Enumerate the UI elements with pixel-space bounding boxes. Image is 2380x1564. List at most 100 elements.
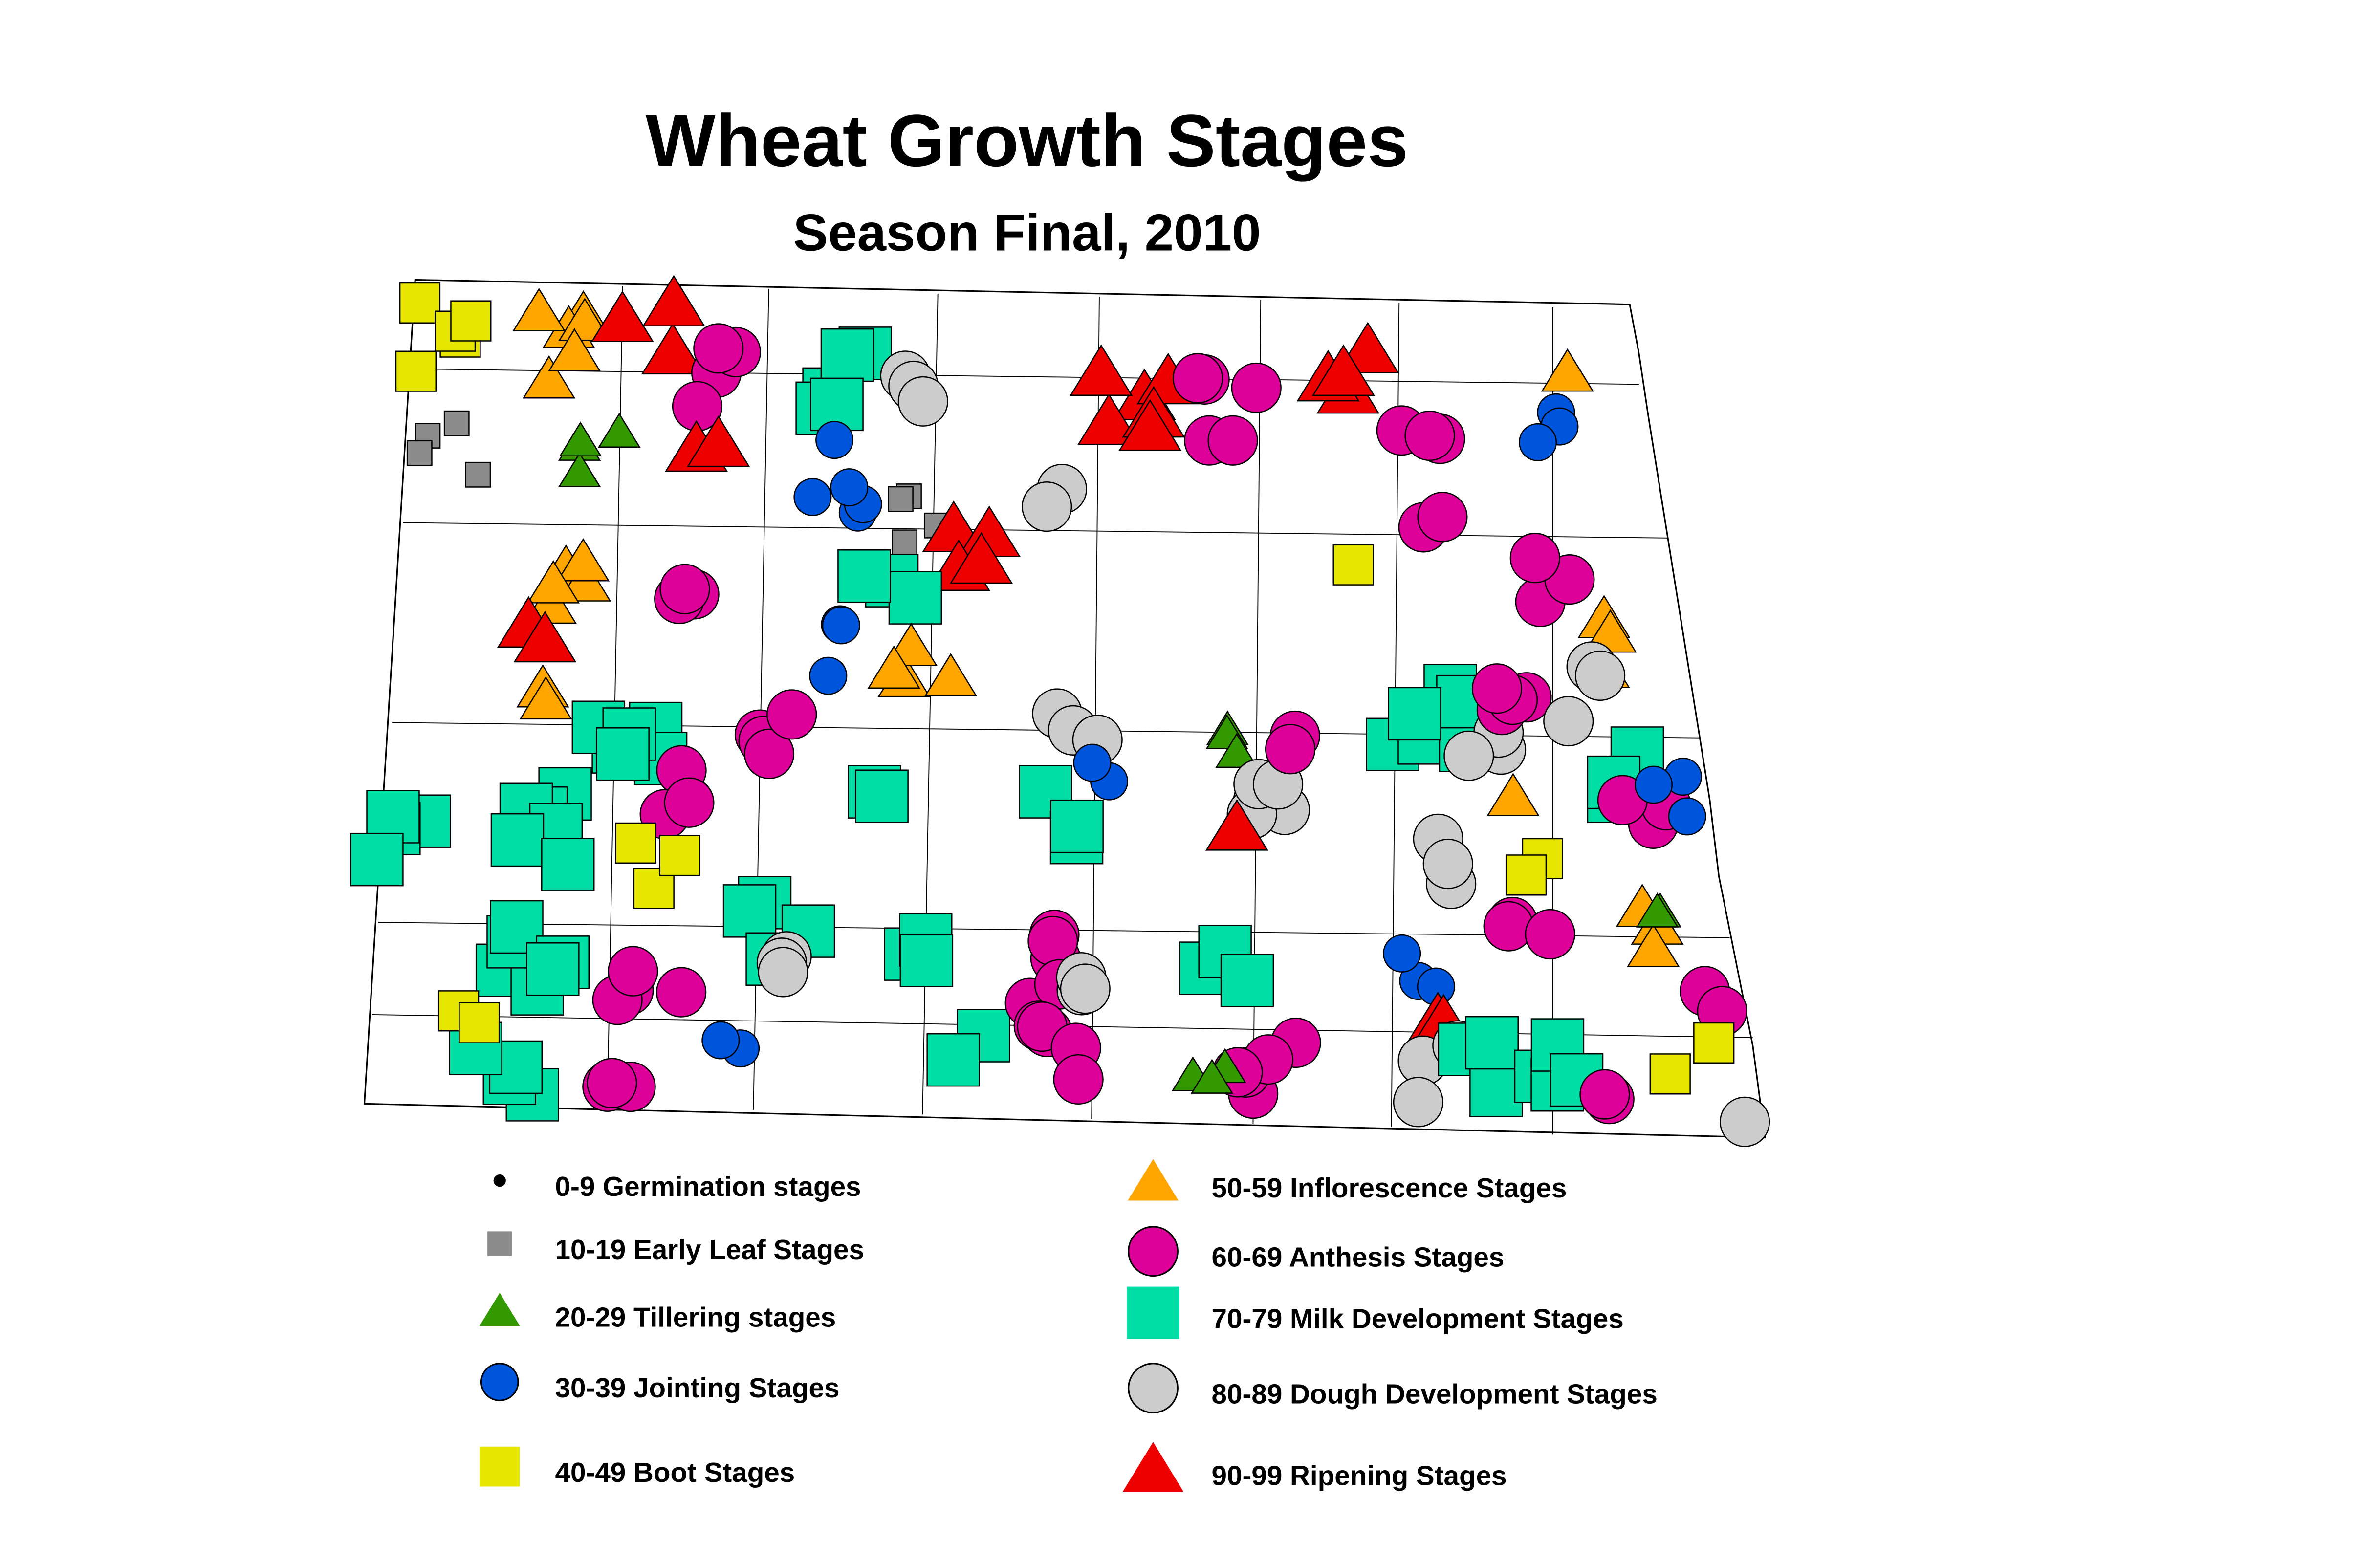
map-marker — [1207, 415, 1258, 466]
map-marker — [664, 777, 715, 828]
map-marker — [822, 606, 860, 645]
map-marker — [1022, 481, 1072, 532]
legend: 0-9 Germination stages 10-19 Early Leaf S… — [479, 1159, 1658, 1492]
map-marker — [615, 822, 656, 864]
map-marker — [926, 1033, 980, 1087]
map-marker — [558, 298, 611, 341]
map-marker — [526, 942, 580, 996]
map-marker — [559, 421, 602, 457]
map-marker — [590, 290, 654, 343]
map-marker — [558, 452, 601, 487]
map-marker — [350, 832, 404, 887]
map-marker — [399, 282, 441, 324]
map-marker — [1693, 1022, 1735, 1064]
map-marker — [1172, 353, 1223, 404]
map-marker — [1519, 423, 1557, 461]
map-marker — [1469, 1064, 1523, 1117]
map-marker — [722, 884, 777, 938]
map-marker — [1205, 799, 1268, 851]
map-marker — [556, 538, 610, 582]
map-marker — [1579, 1069, 1630, 1120]
map-marker — [1060, 963, 1111, 1014]
map-marker — [1311, 344, 1375, 396]
map-marker — [541, 838, 595, 891]
map-marker — [899, 934, 954, 987]
map-marker — [1636, 892, 1679, 928]
legend-label: 80-89 Dough Development Stages — [1212, 1379, 1658, 1410]
map-marker — [1231, 362, 1282, 413]
map-marker — [459, 1002, 500, 1043]
map-marker — [867, 645, 920, 689]
map-marker — [608, 946, 658, 997]
map-marker — [512, 287, 566, 331]
legend-symbol — [1128, 1226, 1179, 1277]
map-marker — [1404, 410, 1455, 461]
markers — [350, 275, 1770, 1147]
map-marker — [1483, 901, 1534, 952]
map-marker — [1627, 923, 1680, 967]
map-marker — [892, 529, 917, 556]
map-marker — [1649, 1053, 1691, 1095]
map-marker — [598, 413, 641, 448]
legend-symbol — [1122, 1442, 1184, 1492]
map-marker — [548, 328, 601, 372]
legend-symbol — [493, 1174, 506, 1187]
map-marker — [642, 275, 705, 326]
map-marker — [406, 440, 433, 466]
map-marker — [793, 478, 832, 516]
map-marker — [1525, 909, 1575, 960]
legend-symbol — [487, 1231, 512, 1256]
map-marker — [855, 769, 909, 823]
map-marker — [1070, 344, 1133, 396]
map-marker — [395, 350, 437, 392]
map-marker — [1443, 730, 1494, 781]
map-marker — [1486, 773, 1540, 816]
map-marker — [1634, 765, 1673, 804]
map-marker — [1505, 854, 1547, 896]
map-marker — [1388, 687, 1441, 741]
title: Wheat Growth Stages — [646, 99, 1408, 182]
map-marker — [837, 549, 891, 603]
legend-symbol — [480, 1363, 519, 1401]
map-marker — [1077, 393, 1141, 445]
legend-label: 90-99 Ripening Stages — [1212, 1460, 1507, 1491]
map-marker — [1465, 1016, 1519, 1070]
map-marker — [596, 727, 650, 781]
map-marker — [888, 571, 942, 625]
map-marker — [687, 415, 750, 467]
map-marker — [465, 461, 491, 488]
map-marker — [450, 300, 492, 342]
map-marker — [1668, 797, 1706, 836]
legend-symbol — [1127, 1286, 1179, 1339]
map-marker — [1422, 838, 1473, 890]
legend-label: 50-59 Inflorescence Stages — [1212, 1173, 1567, 1203]
map-marker — [758, 947, 808, 998]
map-marker — [1471, 663, 1523, 714]
legend-symbol — [1128, 1159, 1179, 1201]
map-marker — [743, 728, 795, 779]
legend-symbol — [479, 1293, 520, 1326]
map-marker — [815, 421, 854, 459]
map-marker — [701, 1021, 740, 1060]
map-marker — [693, 323, 744, 374]
legend-label: 30-39 Jointing Stages — [555, 1372, 840, 1403]
legend-label: 10-19 Early Leaf Stages — [555, 1234, 865, 1265]
map-marker — [641, 323, 704, 375]
legend-label: 40-49 Boot Stages — [555, 1457, 795, 1488]
legend-label: 20-29 Tillering stages — [555, 1302, 836, 1332]
legend-symbol — [480, 1446, 520, 1487]
map-marker — [522, 355, 576, 399]
map-marker — [1509, 533, 1560, 584]
subtitle: Season Final, 2010 — [793, 203, 1261, 262]
map-marker — [1215, 733, 1258, 768]
map-marker — [1393, 1077, 1444, 1128]
map-marker — [1719, 1096, 1770, 1147]
map-marker — [1541, 348, 1594, 392]
map-marker — [766, 689, 817, 740]
map-marker — [924, 653, 978, 696]
map-marker — [1417, 492, 1468, 543]
map-marker — [656, 967, 707, 1018]
map-marker — [820, 328, 874, 382]
